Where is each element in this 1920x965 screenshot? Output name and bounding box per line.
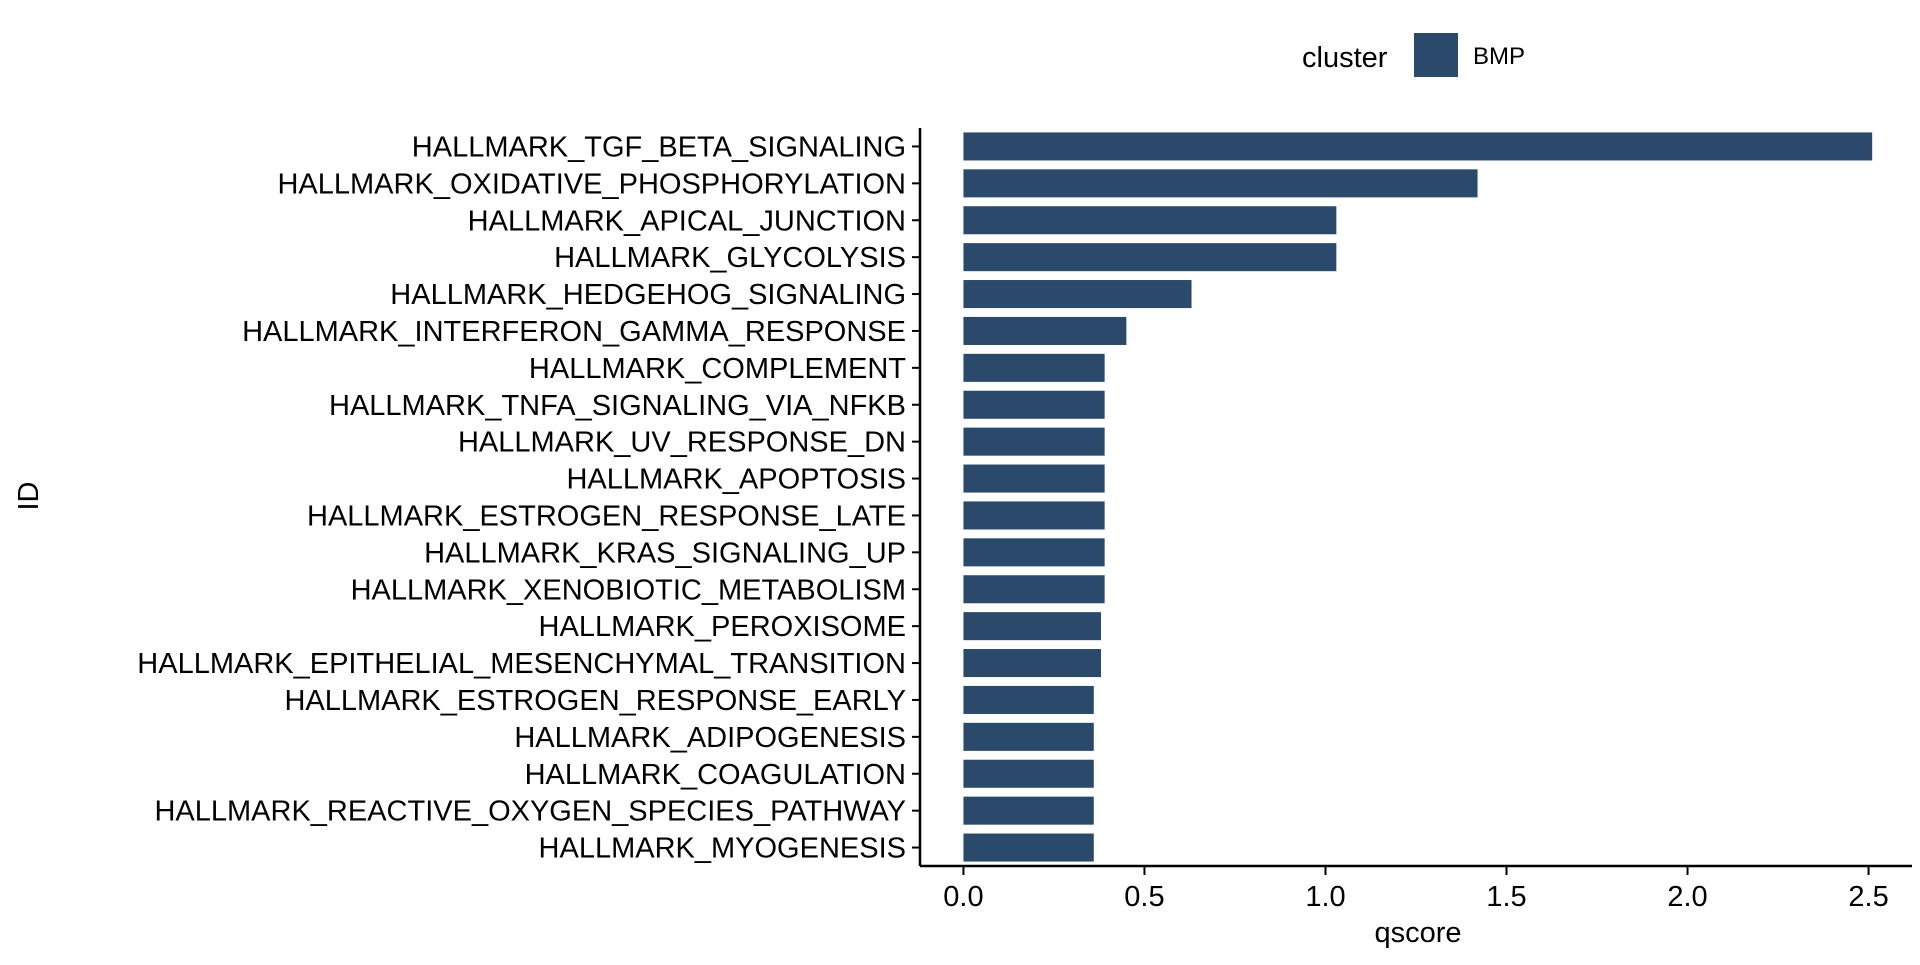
x-tick-label: 0.0 xyxy=(943,881,983,913)
category-labels: HALLMARK_TGF_BETA_SIGNALING HALLMARK_OXID… xyxy=(137,131,920,865)
bar-hallmark-coagulation xyxy=(963,759,1094,788)
bar-hallmark-peroxisome xyxy=(963,612,1102,641)
bar-hallmark-complement xyxy=(963,353,1105,382)
x-tick-label: 0.5 xyxy=(1124,881,1164,913)
x-tick-label: 1.0 xyxy=(1305,881,1345,913)
category-label: HALLMARK_TGF_BETA_SIGNALING xyxy=(412,131,906,163)
bar-hallmark-oxidative-phosphorylation xyxy=(963,169,1478,198)
category-label: HALLMARK_REACTIVE_OXYGEN_SPECIES_PATHWAY xyxy=(154,796,906,828)
bar-hallmark-tnfa-signaling-via-nfkb xyxy=(963,390,1105,419)
category-label: HALLMARK_ESTROGEN_RESPONSE_LATE xyxy=(307,500,906,532)
legend-title: cluster xyxy=(1302,42,1388,74)
category-label: HALLMARK_KRAS_SIGNALING_UP xyxy=(424,537,906,569)
category-label: HALLMARK_UV_RESPONSE_DN xyxy=(458,427,906,459)
axes xyxy=(918,128,1912,868)
bar-hallmark-tgf-beta-signaling xyxy=(963,132,1873,161)
category-label: HALLMARK_APOPTOSIS xyxy=(566,464,906,496)
bar-hallmark-adipogenesis xyxy=(963,722,1094,751)
category-label: HALLMARK_COAGULATION xyxy=(525,759,906,791)
x-tick-label: 2.0 xyxy=(1667,881,1707,913)
category-label: HALLMARK_GLYCOLYSIS xyxy=(554,242,906,274)
category-label: HALLMARK_TNFA_SIGNALING_VIA_NFKB xyxy=(329,390,906,422)
bar-hallmark-apical-junction xyxy=(963,206,1337,235)
x-axis-ticks: 0.0 0.5 1.0 1.5 2.0 2.5 xyxy=(943,866,1889,913)
category-label: HALLMARK_PEROXISOME xyxy=(539,611,906,643)
bars-group xyxy=(963,132,1873,862)
bar-hallmark-reactive-oxygen-species-pathway xyxy=(963,796,1094,825)
bar-hallmark-epithelial-mesenchymal-transition xyxy=(963,649,1102,678)
x-tick-label: 2.5 xyxy=(1848,881,1888,913)
y-axis-title: ID xyxy=(13,482,45,511)
category-label: HALLMARK_INTERFERON_GAMMA_RESPONSE xyxy=(242,316,906,348)
bar-hallmark-xenobiotic-metabolism xyxy=(963,575,1105,604)
category-label: HALLMARK_OXIDATIVE_PHOSPHORYLATION xyxy=(277,168,906,200)
bar-hallmark-estrogen-response-late xyxy=(963,501,1105,530)
category-label: HALLMARK_APICAL_JUNCTION xyxy=(468,205,906,237)
legend-swatch-bmp xyxy=(1414,33,1458,77)
bar-hallmark-kras-signaling-up xyxy=(963,538,1105,567)
category-label: HALLMARK_ESTROGEN_RESPONSE_EARLY xyxy=(284,685,906,717)
category-label: HALLMARK_EPITHELIAL_MESENCHYMAL_TRANSITI… xyxy=(137,648,906,680)
bar-hallmark-estrogen-response-early xyxy=(963,685,1094,714)
legend: cluster BMP xyxy=(1302,33,1525,77)
bar-hallmark-uv-response-dn xyxy=(963,427,1105,456)
bar-hallmark-glycolysis xyxy=(963,243,1337,272)
category-label: HALLMARK_XENOBIOTIC_METABOLISM xyxy=(351,574,906,606)
bar-hallmark-hedgehog-signaling xyxy=(963,280,1192,309)
x-tick-label: 1.5 xyxy=(1486,881,1526,913)
legend-label-bmp: BMP xyxy=(1473,43,1525,70)
bar-hallmark-interferon-gamma-response xyxy=(963,316,1127,345)
category-label: HALLMARK_HEDGEHOG_SIGNALING xyxy=(390,279,906,311)
bar-hallmark-myogenesis xyxy=(963,833,1094,862)
bar-hallmark-apoptosis xyxy=(963,464,1105,493)
category-label: HALLMARK_COMPLEMENT xyxy=(529,353,906,385)
category-label: HALLMARK_ADIPOGENESIS xyxy=(514,722,906,754)
x-axis-title: qscore xyxy=(1374,917,1461,949)
category-label: HALLMARK_MYOGENESIS xyxy=(539,833,906,865)
